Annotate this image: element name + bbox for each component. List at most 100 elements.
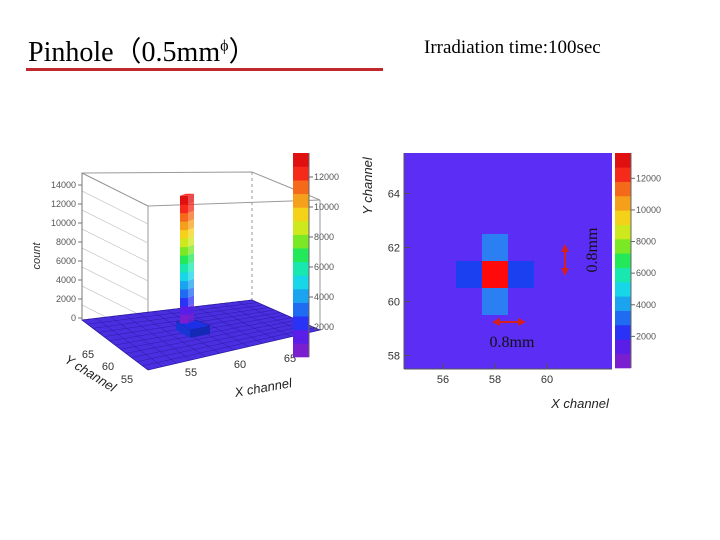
peak-bar-segment bbox=[180, 255, 188, 265]
y-tick-label: 60 bbox=[102, 361, 114, 373]
irradiation-time: Irradiation time:100sec bbox=[424, 37, 601, 58]
lego-colorbar-ticks: 2000 4000 6000 8000 10000 12000 bbox=[308, 153, 339, 357]
colorbar-swatch bbox=[615, 196, 631, 211]
colorbar-swatch bbox=[615, 253, 631, 268]
z-tick-label: 12000 bbox=[51, 199, 76, 209]
colorbar-swatch bbox=[615, 181, 631, 197]
colorbar-swatch bbox=[615, 325, 631, 340]
lego-neighbor-side bbox=[176, 322, 190, 338]
peak-bar-top bbox=[180, 193, 194, 196]
colorbar-swatch bbox=[293, 248, 309, 263]
horizontal-arrow bbox=[492, 318, 526, 326]
peak-bar-side bbox=[188, 278, 194, 290]
x-tick-label: 55 bbox=[185, 367, 197, 379]
colorbar-tick-label: 8000 bbox=[636, 237, 656, 247]
heatmap-y-tick-label: 64 bbox=[388, 189, 400, 201]
colorbar-swatch bbox=[293, 153, 309, 167]
colorbar-swatch bbox=[293, 302, 309, 317]
heatmap-y-tick-label: 60 bbox=[388, 297, 400, 309]
z-tick-label: 2000 bbox=[56, 294, 76, 304]
heatmap-cell bbox=[456, 261, 482, 288]
peak-bar-segment bbox=[180, 204, 188, 214]
colorbar-tick-label: 6000 bbox=[636, 268, 656, 278]
peak-bar-segment bbox=[180, 221, 188, 231]
peak-bar-segment bbox=[180, 195, 188, 205]
peak-bar-segment bbox=[180, 238, 188, 248]
colorbar-swatch bbox=[293, 221, 309, 235]
peak-bar-side bbox=[188, 270, 194, 281]
colorbar-swatch bbox=[615, 167, 631, 182]
peak-bar-side bbox=[188, 219, 194, 230]
colorbar-swatch bbox=[615, 224, 631, 240]
colorbar-swatch bbox=[293, 234, 309, 249]
heatmap-x-tick-label: 58 bbox=[489, 374, 501, 386]
z-tick-label: 8000 bbox=[56, 237, 76, 247]
peak-bar-side bbox=[188, 210, 194, 222]
peak-bar-side bbox=[188, 227, 194, 239]
heatmap-x-tick-label: 60 bbox=[541, 374, 553, 386]
colorbar-tick-label: 10000 bbox=[636, 205, 661, 215]
peak-bar-side bbox=[188, 304, 194, 315]
lego-z-axis: 0 2000 4000 6000 8000 10000 12000 14000 bbox=[51, 173, 83, 323]
colorbar-swatch bbox=[615, 353, 631, 369]
lego-colorbar bbox=[293, 153, 309, 358]
title-close: ） bbox=[228, 37, 257, 68]
floor-grid-line bbox=[142, 327, 315, 367]
colorbar-swatch bbox=[615, 282, 631, 297]
lego-y-axis: 55 60 65 bbox=[82, 349, 133, 386]
z-tick-label: 10000 bbox=[51, 218, 76, 228]
lego-neighbor-side2 bbox=[190, 326, 210, 338]
peak-bar-side bbox=[188, 295, 194, 307]
colorbar-swatch bbox=[615, 310, 631, 326]
peak-bar-side bbox=[188, 287, 194, 298]
lego-peak-bar bbox=[180, 193, 194, 324]
z-tick-label: 14000 bbox=[51, 180, 76, 190]
heatmap-cell bbox=[508, 261, 534, 288]
colorbar-swatch bbox=[293, 193, 309, 208]
peak-bar-segment bbox=[180, 246, 188, 256]
title-underline bbox=[26, 68, 383, 71]
heatmap-cell bbox=[482, 288, 508, 315]
colorbar-swatch bbox=[293, 329, 309, 344]
peak-bar-segment bbox=[180, 229, 188, 239]
vertical-annotation: 0.8mm bbox=[584, 227, 601, 272]
heatmap-x-axis: 56 58 60 bbox=[404, 363, 612, 386]
colorbar-swatch bbox=[615, 153, 631, 168]
peak-bar-segment bbox=[180, 272, 188, 282]
heatmap-y-label: Y channel bbox=[360, 156, 375, 215]
z-tick-label: 0 bbox=[71, 313, 76, 323]
peak-bar-segment bbox=[180, 297, 188, 307]
horizontal-annotation: 0.8mm bbox=[490, 334, 535, 351]
colorbar-tick-label: 12000 bbox=[314, 172, 339, 182]
colorbar-swatch bbox=[293, 207, 309, 222]
heatmap-y-tick-label: 58 bbox=[388, 351, 400, 363]
phi-symbol: ϕ bbox=[220, 37, 229, 55]
colorbar-swatch bbox=[293, 275, 309, 290]
peak-bar-side bbox=[188, 261, 194, 273]
heatmap-colorbar bbox=[615, 153, 631, 369]
heatmap-cell bbox=[482, 261, 508, 288]
peak-bar-side bbox=[188, 202, 194, 213]
vertical-arrow bbox=[561, 244, 569, 276]
peak-bar-segment bbox=[180, 306, 188, 316]
title-text: Pinhole（0.5mm bbox=[28, 37, 221, 68]
colorbar-tick-label: 8000 bbox=[314, 232, 334, 242]
peak-bar-side bbox=[188, 244, 194, 256]
peak-bar-segment bbox=[180, 280, 188, 290]
colorbar-tick-label: 4000 bbox=[314, 292, 334, 302]
colorbar-swatch bbox=[293, 289, 309, 303]
peak-bar-segment bbox=[180, 289, 188, 299]
heatmap-cell bbox=[482, 234, 508, 261]
colorbar-swatch bbox=[293, 261, 309, 276]
heatmap-y-tick-label: 62 bbox=[388, 243, 400, 255]
floor-grid-line bbox=[223, 303, 292, 337]
colorbar-swatch bbox=[293, 166, 309, 181]
peak-bar-segment bbox=[180, 212, 188, 222]
heatmap-x-label: X channel bbox=[550, 396, 610, 411]
z-tick-label: 6000 bbox=[56, 256, 76, 266]
y-tick-label: 55 bbox=[121, 374, 133, 386]
colorbar-swatch bbox=[615, 239, 631, 254]
